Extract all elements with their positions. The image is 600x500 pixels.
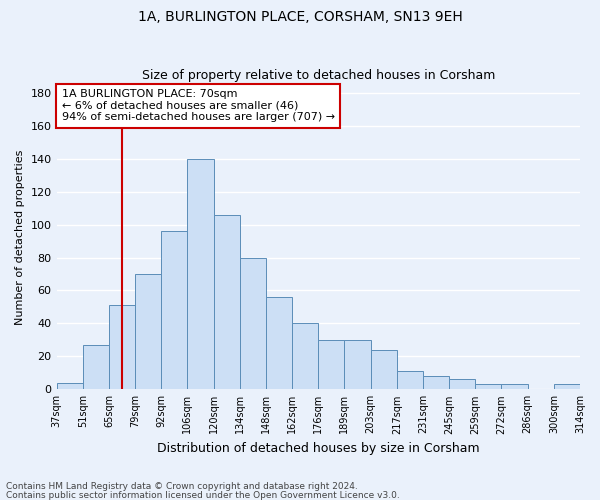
Bar [187, 158, 214, 390]
Bar [318, 340, 344, 390]
Bar [214, 214, 240, 390]
Bar [266, 297, 292, 390]
Bar [502, 384, 527, 390]
Bar [423, 376, 449, 390]
Bar [83, 345, 109, 390]
Text: 1A BURLINGTON PLACE: 70sqm
← 6% of detached houses are smaller (46)
94% of semi-: 1A BURLINGTON PLACE: 70sqm ← 6% of detac… [62, 89, 335, 122]
Bar [240, 258, 266, 390]
Y-axis label: Number of detached properties: Number of detached properties [15, 149, 25, 324]
Bar [161, 231, 187, 390]
Bar [56, 382, 83, 390]
Bar [397, 371, 423, 390]
Bar [371, 350, 397, 390]
Text: Contains public sector information licensed under the Open Government Licence v3: Contains public sector information licen… [6, 490, 400, 500]
Bar [109, 306, 135, 390]
Bar [135, 274, 161, 390]
Bar [475, 384, 502, 390]
Text: 1A, BURLINGTON PLACE, CORSHAM, SN13 9EH: 1A, BURLINGTON PLACE, CORSHAM, SN13 9EH [137, 10, 463, 24]
Text: Contains HM Land Registry data © Crown copyright and database right 2024.: Contains HM Land Registry data © Crown c… [6, 482, 358, 491]
Title: Size of property relative to detached houses in Corsham: Size of property relative to detached ho… [142, 69, 495, 82]
Bar [292, 324, 318, 390]
X-axis label: Distribution of detached houses by size in Corsham: Distribution of detached houses by size … [157, 442, 479, 455]
Bar [554, 384, 580, 390]
Bar [449, 380, 475, 390]
Bar [344, 340, 371, 390]
